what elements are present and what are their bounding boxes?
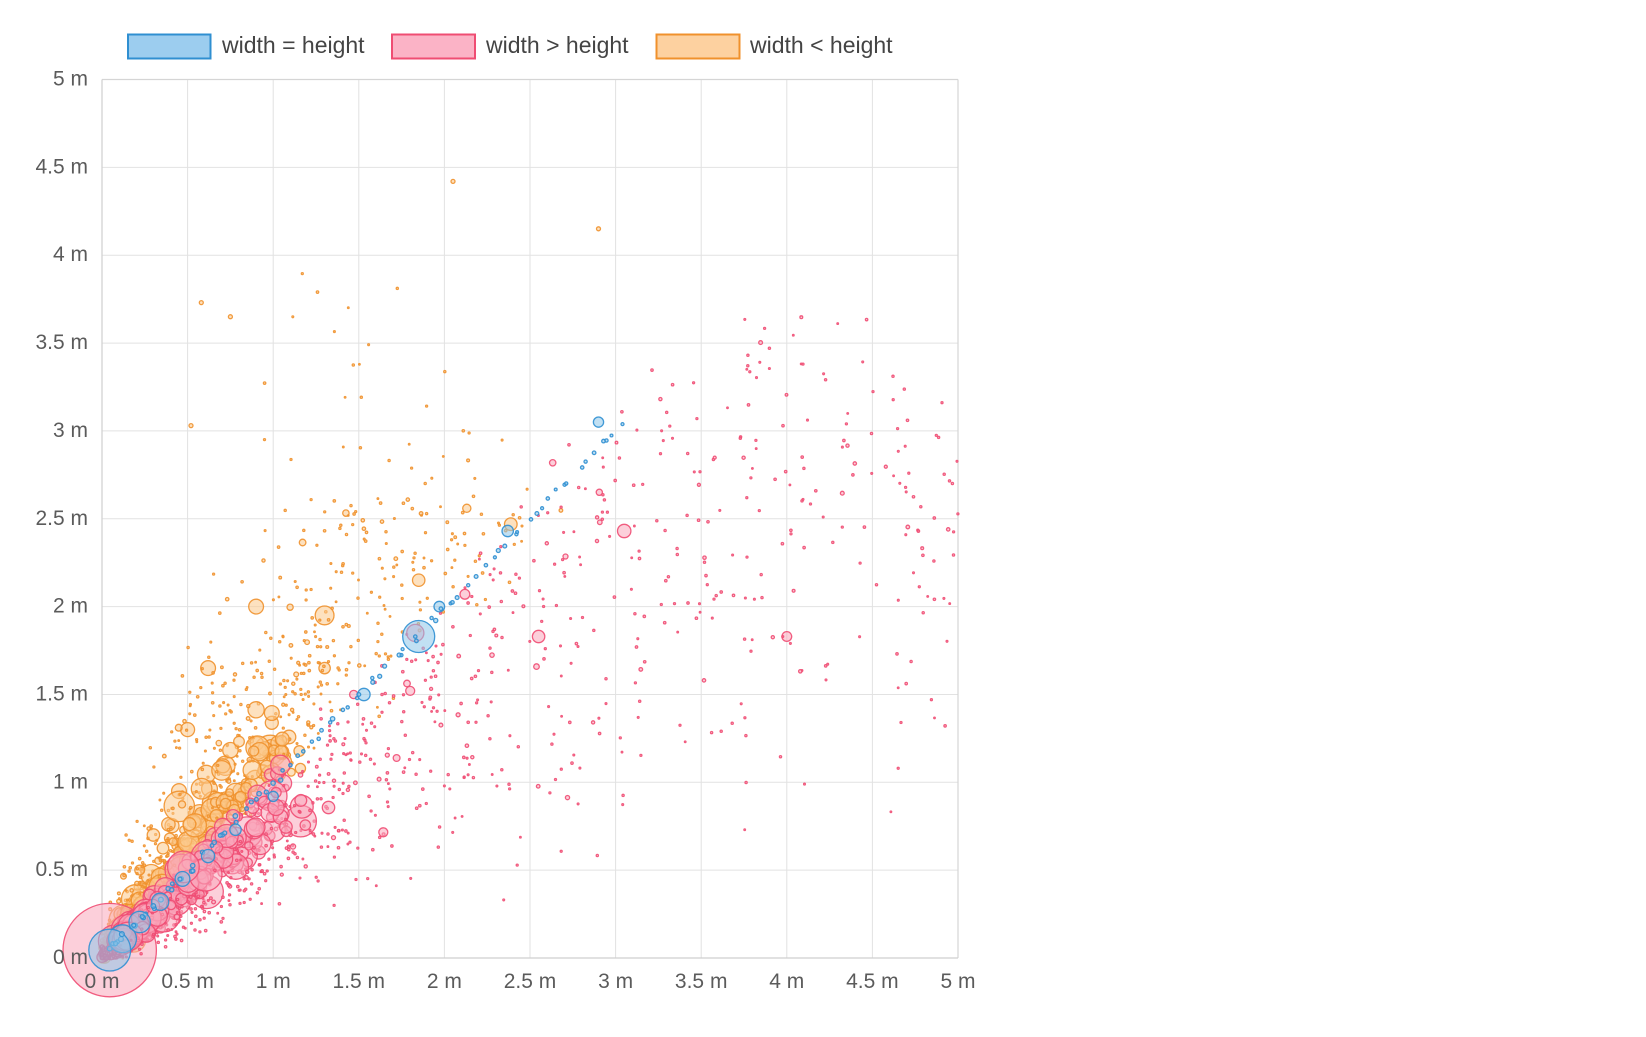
svg-text:3 m: 3 m bbox=[598, 970, 633, 993]
svg-text:3.5 m: 3.5 m bbox=[35, 331, 88, 354]
svg-text:5 m: 5 m bbox=[53, 68, 88, 91]
svg-text:2 m: 2 m bbox=[53, 595, 88, 618]
svg-text:4 m: 4 m bbox=[53, 243, 88, 266]
svg-text:1 m: 1 m bbox=[256, 970, 291, 993]
svg-text:2 m: 2 m bbox=[427, 970, 462, 993]
svg-text:width > height: width > height bbox=[485, 32, 629, 58]
svg-text:width < height: width < height bbox=[749, 32, 893, 58]
svg-text:width = height: width = height bbox=[221, 32, 365, 58]
svg-text:0.5 m: 0.5 m bbox=[161, 970, 214, 993]
svg-text:4.5 m: 4.5 m bbox=[846, 970, 899, 993]
svg-text:4 m: 4 m bbox=[769, 970, 804, 993]
svg-text:4.5 m: 4.5 m bbox=[35, 155, 88, 178]
svg-text:1.5 m: 1.5 m bbox=[333, 970, 386, 993]
svg-text:5 m: 5 m bbox=[940, 970, 975, 993]
svg-text:3.5 m: 3.5 m bbox=[675, 970, 728, 993]
svg-text:1 m: 1 m bbox=[53, 770, 88, 793]
svg-text:2.5 m: 2.5 m bbox=[504, 970, 557, 993]
svg-text:2.5 m: 2.5 m bbox=[35, 507, 88, 530]
svg-text:0.5 m: 0.5 m bbox=[35, 858, 88, 881]
svg-text:3 m: 3 m bbox=[53, 419, 88, 442]
svg-text:0 m: 0 m bbox=[84, 970, 119, 993]
svg-text:0 m: 0 m bbox=[53, 946, 88, 969]
svg-text:1.5 m: 1.5 m bbox=[35, 683, 88, 706]
